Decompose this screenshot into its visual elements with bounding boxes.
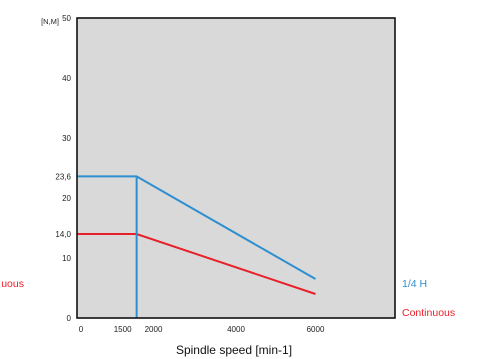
legend-label-quarter-hour: 1/4 H [402,278,427,290]
x-tick-label: 0 [79,325,84,334]
legend-label-continuous: Continuous [402,307,455,319]
series-layer [77,175,316,318]
y-tick-label: 23,6 [55,172,71,181]
y-tick-label: 0 [67,314,72,323]
x-tick-label: 6000 [307,325,325,334]
x-tick-label: 2000 [145,325,163,334]
plot-frame [76,17,396,319]
y-axis-unit-label: [N,M] [41,17,59,26]
x-axis-title: Spindle speed [min-1] [176,343,292,357]
y-tick-label: 20 [62,194,71,203]
x-axis-ticks: 0 1500 2000 4000 6000 [79,325,325,334]
y-tick-label: 14,0 [55,230,71,239]
plot-area [77,18,395,318]
x-tick-label: 4000 [227,325,245,334]
y-tick-label: 50 [62,14,71,23]
x-tick-label: 1500 [114,325,132,334]
clipped-continuous-label-left: uous [1,278,24,290]
y-tick-label: 10 [62,254,71,263]
y-tick-label: 40 [62,74,71,83]
y-axis-ticks: 0 10 14,0 20 23,6 30 40 50 [55,14,71,323]
y-tick-label: 30 [62,134,71,143]
